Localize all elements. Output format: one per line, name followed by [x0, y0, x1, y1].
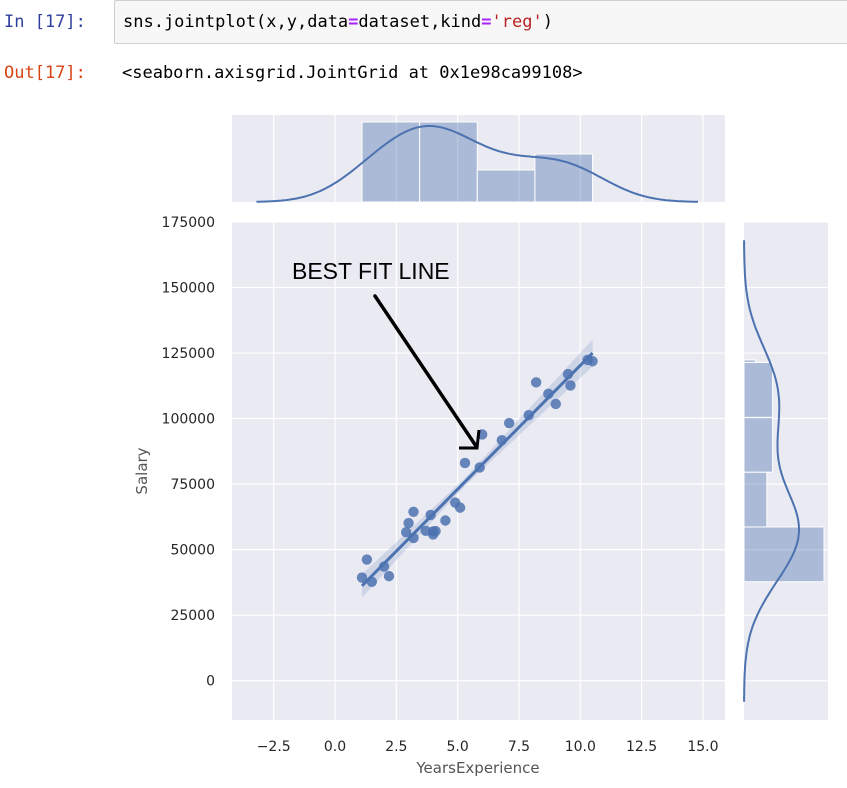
marginal-y-bar	[743, 359, 756, 364]
x-tick-label: 15.0	[687, 739, 718, 755]
marginal-y-panel	[744, 222, 828, 720]
y-tick-label: 150000	[162, 281, 215, 297]
regression-layer	[360, 351, 594, 587]
scatter-point	[430, 525, 441, 537]
y-tick-label: 0	[206, 674, 215, 690]
regression-line	[360, 351, 594, 587]
scatter-point	[400, 527, 412, 538]
marginal-x-panel	[232, 115, 725, 202]
scatter-point	[565, 380, 576, 391]
marginal-x-bar	[419, 121, 478, 203]
x-tick-label: −2.5	[257, 739, 291, 755]
scatter-point	[530, 377, 542, 388]
scatter-point	[454, 502, 466, 513]
scatter-point	[587, 356, 598, 367]
scatter-point	[356, 572, 368, 583]
marginal-y-bar	[743, 416, 774, 473]
y-tick-label: 175000	[162, 215, 215, 231]
scatter-point	[378, 561, 390, 572]
marginal-histograms	[256, 121, 825, 702]
code-text: sns.jointplot(x,y,data=dataset,kind='reg…	[123, 12, 553, 32]
y-tick-label: 25000	[170, 608, 215, 624]
marginal-y-kde	[743, 240, 800, 702]
marginal-x-bar	[361, 121, 421, 203]
code-cell-input[interactable]: sns.jointplot(x,y,data=dataset,kind='reg…	[114, 0, 847, 44]
scatter-point	[503, 417, 515, 429]
grid-lines	[232, 115, 828, 720]
x-tick-label: 7.5	[508, 739, 530, 755]
y-axis-label: Salary	[133, 447, 151, 494]
input-prompt: In [17]:	[4, 12, 86, 32]
marginal-y-bar	[743, 526, 825, 583]
scatter-point	[361, 554, 373, 565]
output-prompt: Out[17]:	[4, 63, 86, 83]
best-fit-annotation: BEST FIT LINE	[292, 258, 450, 284]
output-text: <seaborn.axisgrid.JointGrid at 0x1e98ca9…	[122, 63, 583, 83]
y-tick-label: 100000	[162, 412, 215, 428]
x-tick-label: 2.5	[385, 739, 407, 755]
scatter-point	[523, 409, 534, 421]
tick-labels: −2.5 0.0 2.5 5.0 7.5 10.0 12.5 15.0 0 25000 50000 7…	[162, 215, 719, 755]
marginal-x-kde	[256, 125, 698, 203]
x-tick-label: 10.0	[565, 739, 596, 755]
x-axis-label: YearsExperience	[415, 759, 539, 777]
scatter-point	[408, 506, 419, 517]
annotation-arrow	[373, 294, 481, 450]
marginal-y-bar	[743, 471, 768, 528]
scatter-point	[550, 398, 561, 410]
scatter-point	[440, 515, 451, 526]
y-tick-label: 75000	[170, 477, 215, 493]
marginal-y-bar	[743, 362, 774, 418]
scatter-point	[403, 517, 414, 529]
y-tick-label: 125000	[162, 346, 215, 362]
scatter-point	[383, 570, 395, 582]
marginal-x-bar	[476, 169, 536, 203]
x-tick-label: 0.0	[324, 739, 346, 755]
y-tick-label: 50000	[170, 543, 215, 559]
x-tick-label: 5.0	[447, 739, 469, 755]
x-tick-label: 12.5	[626, 739, 657, 755]
scatter-point	[459, 457, 471, 469]
